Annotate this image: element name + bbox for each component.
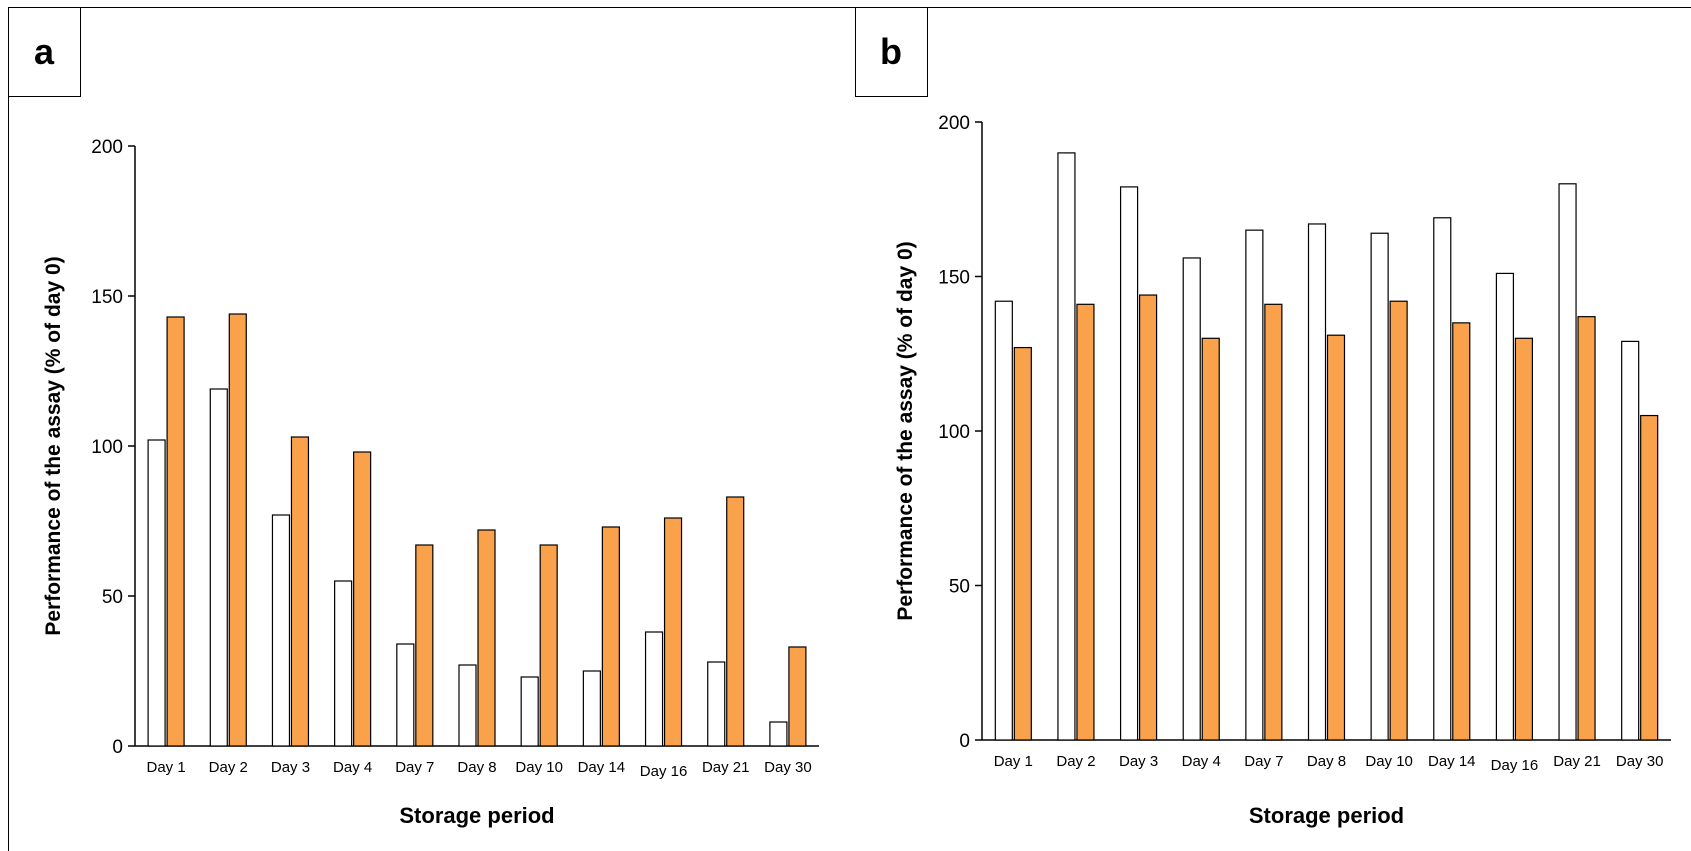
bar-series2-day-30: [788, 646, 807, 747]
x-category-label: Day 7: [395, 759, 434, 776]
bar-series2-day-21: [726, 496, 745, 747]
x-category-label: Day 1: [994, 753, 1033, 770]
bar-series1-day-4: [1182, 257, 1201, 741]
bar-chart-a: 0 50 100 150 200 Day 1 Day 2 Day 3 Day 4 Day 7 Day…: [42, 137, 819, 828]
x-category-label: Day 3: [271, 759, 310, 776]
x-category-label: Day 14: [1428, 753, 1476, 770]
bar-series2-day-1: [166, 316, 185, 747]
x-category-label: Day 14: [578, 759, 626, 776]
bar-series1-day-3: [1119, 186, 1139, 741]
bar-series2-day-14: [601, 526, 620, 747]
bar-series1-day-14: [582, 670, 601, 747]
x-category-label: Day 10: [1365, 753, 1413, 770]
y-tick-label: 50: [949, 577, 970, 598]
bar-series2-day-3: [1138, 294, 1158, 741]
y-tick-label: 0: [959, 731, 970, 752]
bar-series1-day-2: [209, 388, 228, 747]
x-category-label: Day 16: [640, 763, 688, 780]
bar-series1-day-21: [1558, 183, 1577, 741]
x-category-label: Day 1: [146, 759, 185, 776]
bar-series1-day-30: [769, 721, 788, 747]
y-tick-label: 200: [938, 113, 970, 134]
bar-series1-day-10: [520, 676, 539, 747]
bar-series2-day-21: [1577, 316, 1596, 741]
x-category-label: Day 2: [209, 759, 248, 776]
y-tick-label: 150: [91, 287, 123, 308]
bar-series2-day-3: [290, 436, 310, 747]
x-category-label: Day 4: [333, 759, 372, 776]
bar-series1-day-4: [334, 580, 353, 747]
bar-series2-day-30: [1640, 414, 1659, 741]
x-axis-title: Storage period: [1249, 803, 1404, 828]
bar-series1-day-3: [271, 514, 291, 747]
bar-series1-day-14: [1433, 217, 1452, 741]
x-category-label: Day 8: [457, 759, 496, 776]
bar-series2-day-4: [1201, 337, 1220, 741]
bar-series2-day-8: [477, 529, 496, 747]
x-category-label: Day 3: [1119, 753, 1158, 770]
x-category-label: Day 30: [764, 759, 812, 776]
bar-series2-day-16: [663, 517, 683, 747]
y-tick-label: 200: [91, 137, 123, 158]
bar-series1-day-21: [707, 661, 726, 747]
x-category-label: Day 16: [1491, 757, 1539, 774]
bar-series2-day-10: [539, 544, 558, 747]
x-axis-title: Storage period: [399, 803, 554, 828]
x-category-label: Day 2: [1056, 753, 1095, 770]
bar-series2-day-2: [228, 313, 247, 747]
bar-series2-day-2: [1076, 303, 1095, 741]
y-tick-label: 100: [938, 422, 970, 443]
chart-panel-a: a 0 50 100 150 200 Day 1 Day 2 Day 3 Day 4 Day 7 D…: [7, 6, 857, 851]
bar-series1-day-8: [1307, 223, 1327, 741]
x-category-label: Day 8: [1307, 753, 1346, 770]
x-category-label: Day 10: [515, 759, 563, 776]
bar-series2-day-16: [1514, 337, 1534, 741]
bar-series1-day-16: [644, 631, 664, 747]
y-tick-label: 50: [102, 587, 123, 608]
bar-series1-day-1: [147, 439, 166, 747]
bar-series2-day-10: [1389, 300, 1408, 741]
x-category-label: Day 21: [1553, 753, 1601, 770]
x-category-label: Day 4: [1182, 753, 1221, 770]
y-tick-label: 150: [938, 268, 970, 289]
y-axis-title: Performance of the assay (% of day 0): [894, 241, 917, 620]
bar-series1-day-2: [1057, 152, 1076, 741]
bar-series2-day-1: [1013, 346, 1032, 741]
bar-series1-day-16: [1495, 272, 1515, 741]
bar-series1-day-10: [1370, 232, 1389, 741]
bar-series1-day-1: [994, 300, 1013, 741]
bar-series2-day-7: [1264, 303, 1283, 741]
x-category-label: Day 7: [1244, 753, 1283, 770]
y-axis-title: Performance of the assay (% of day 0): [42, 256, 65, 635]
panel-label-b: b: [854, 6, 928, 97]
bar-series1-day-8: [458, 664, 477, 747]
y-tick-label: 0: [112, 737, 123, 758]
bar-series1-day-30: [1621, 340, 1640, 741]
bar-series2-day-14: [1452, 322, 1471, 741]
x-category-label: Day 30: [1616, 753, 1664, 770]
panel-label-a: a: [7, 6, 81, 97]
bar-series1-day-7: [1245, 229, 1264, 741]
bar-series2-day-7: [415, 544, 434, 747]
bar-chart-b: 0 50 100 150 200 Day 1 Day 2 Day 3 Day 4 Day 7 Day…: [894, 113, 1671, 828]
y-tick-label: 100: [91, 437, 123, 458]
chart-panel-b: b 0 50 100 150 200 Day 1 Day 2 Day 3 Day 4 Day 7 D…: [854, 6, 1691, 851]
bar-series2-day-4: [353, 451, 372, 747]
bar-series2-day-8: [1326, 334, 1346, 741]
x-category-label: Day 21: [702, 759, 750, 776]
bar-series1-day-7: [396, 643, 415, 747]
